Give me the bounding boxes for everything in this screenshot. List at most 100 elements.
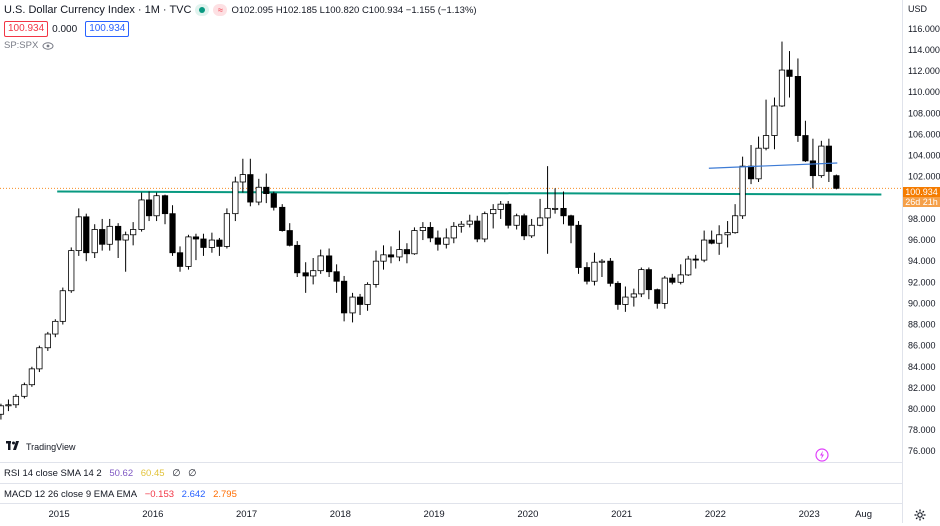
rsi-value-1: 50.62 [109,468,134,479]
y-tick-label: 104.000 [908,151,940,161]
rsi-label: RSI 14 close SMA 14 2 [4,468,102,479]
candle-body [372,260,380,285]
candle-body [176,252,184,267]
y-tick-label: 112.000 [908,66,940,76]
candle-body [739,165,746,217]
candle-body [622,296,629,305]
candle-body [216,239,223,247]
candle-body [778,69,786,107]
chart-header: U.S. Dollar Currency Index · 1M · TVC ≈ … [4,4,477,16]
y-tick-label: 88.000 [908,320,936,330]
lightning-icon[interactable] [815,448,829,462]
candle-body [411,230,418,255]
candle-body [591,261,598,282]
candle-body [326,255,333,273]
candle-body [692,258,699,261]
candle-body [818,145,825,177]
candle-body [44,333,51,349]
macd-legend[interactable]: MACD 12 26 close 9 EMA EMA −0.153 2.642 … [4,489,242,500]
candle-body [701,239,708,261]
candle-body [809,160,817,177]
candle-body [567,215,575,226]
y-tick-label: 94.000 [908,256,936,266]
compare-approx-icon[interactable]: ≈ [213,4,228,16]
candle-body [99,229,106,245]
settings-gear-icon[interactable] [914,508,926,521]
price-box-left[interactable]: 100.934 [4,21,49,37]
candle-body [497,203,504,210]
y-tick-label: 86.000 [908,341,936,351]
candle-body [317,255,324,272]
y-tick-label: 102.000 [908,172,940,182]
candle-body [192,236,200,240]
y-tick-label: 82.000 [908,383,936,393]
support-line[interactable] [57,190,882,196]
candle-body [771,105,778,136]
candle-body [270,193,277,208]
candle-body [490,209,497,215]
candle-body [153,195,160,217]
candle-body [677,274,684,283]
candle-body [762,135,770,149]
current-price-tag: 100.934 [903,187,940,197]
rsi-legend[interactable]: RSI 14 close SMA 14 2 50.62 60.45 ∅ ∅ [4,468,201,479]
candle-body [5,404,12,407]
candle-body [208,239,216,248]
candle-body [583,267,591,282]
rsi-value-2: 60.45 [140,468,165,479]
candle-body [387,254,395,258]
candle-body [294,244,301,274]
macd-value-3: 2.795 [213,489,237,500]
tradingview-logo-icon [6,441,22,452]
bar-countdown: 26d 21h [903,197,940,207]
watermark-text: TradingView [26,441,76,452]
candle-body [560,207,567,217]
x-tick-label: 2018 [330,509,351,520]
candle-body [232,181,239,215]
candle-body [36,347,43,370]
candle-body [505,203,512,226]
price-inputs-row: 100.934 0.000 100.934 [4,21,130,37]
compare-symbol-label[interactable]: SP:SPX [4,40,39,51]
candle-body [724,232,731,236]
candle-body [75,216,82,252]
candle-body [333,271,340,282]
market-status-icon [195,4,210,16]
candle-body [419,226,426,231]
candle-body [708,239,715,244]
candle-body [786,69,793,77]
candle-body [396,249,403,258]
eye-icon[interactable] [42,41,54,51]
y-tick-label: 90.000 [908,298,936,308]
candle-body [747,165,755,180]
candle-body [481,213,488,240]
price-box-mid: 0.000 [52,23,78,35]
candle-body [661,277,668,304]
candle-body [356,296,364,305]
candle-body [122,234,129,241]
candle-body [223,213,231,247]
candle-body [536,217,544,226]
candle-body [106,225,113,245]
tradingview-logo: TradingView [6,441,76,452]
candle-body [443,237,450,245]
currency-label[interactable]: USD [908,4,928,14]
candle-body [575,224,582,268]
rsi-value-3: ∅ [172,468,181,479]
candle-body [825,145,832,172]
chart-title[interactable]: U.S. Dollar Currency Index · 1M · TVC [4,4,192,16]
candle-body [794,76,802,136]
rsi-value-4: ∅ [188,468,197,479]
y-tick-label: 96.000 [908,235,936,245]
trend-line[interactable] [708,162,838,169]
candle-body [185,236,192,267]
x-tick-label: Aug [855,509,872,520]
price-box-right[interactable]: 100.934 [85,21,130,37]
candle-body [341,280,348,314]
candle-body [755,147,762,180]
candle-body [458,223,465,227]
x-tick-label: 2019 [424,509,445,520]
candle-body [21,384,28,397]
candle-body [28,368,35,386]
